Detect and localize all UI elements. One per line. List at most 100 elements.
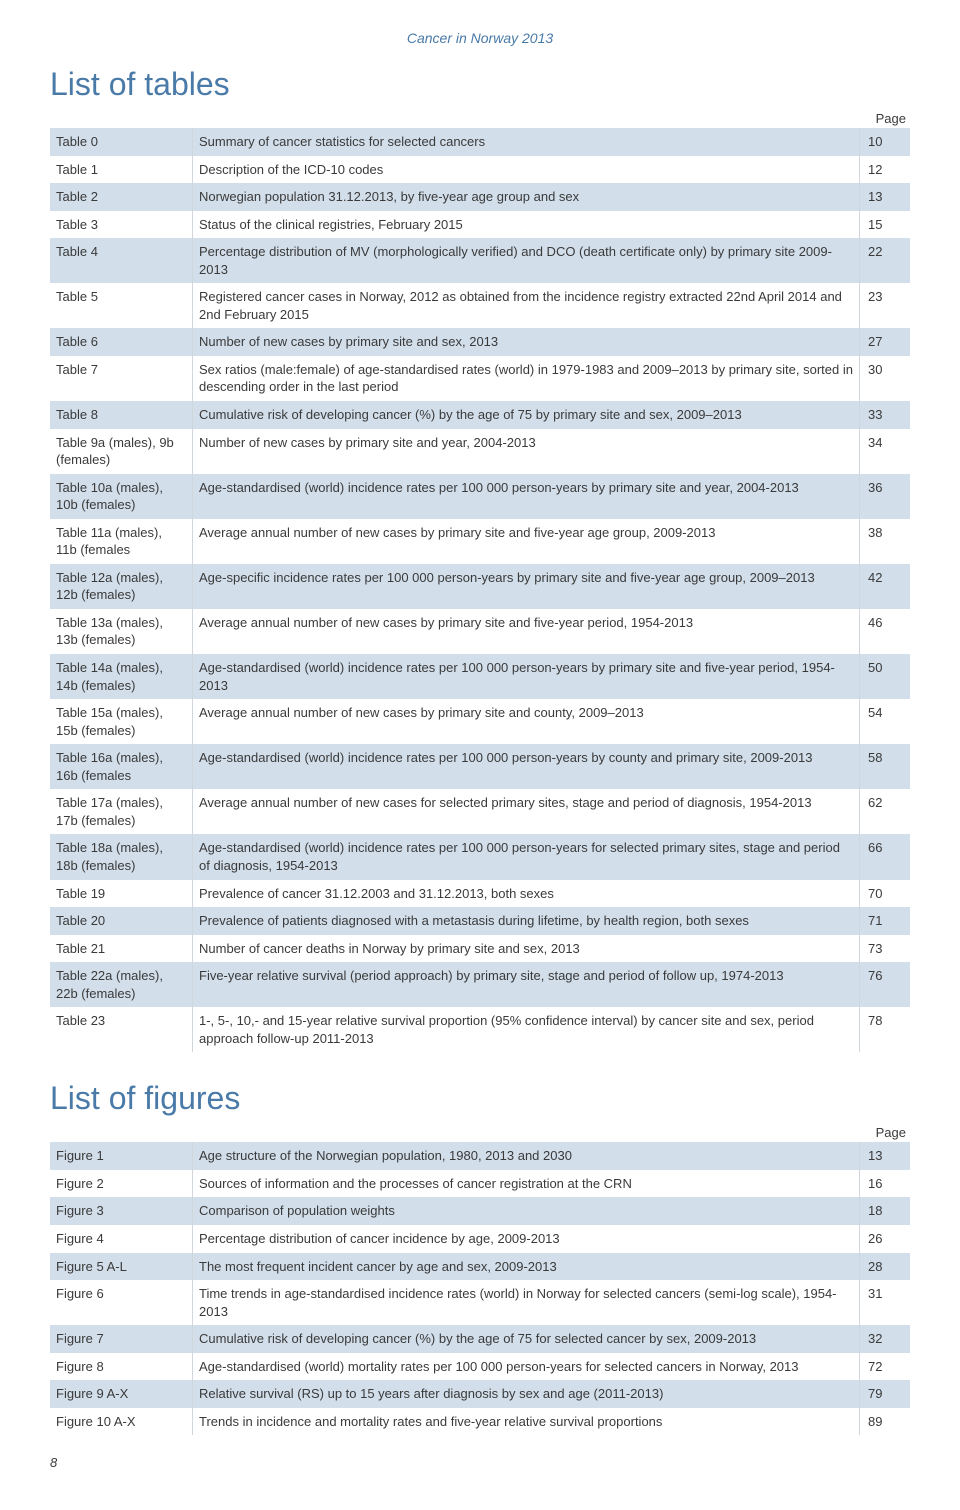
table-row: Figure 4Percentage distribution of cance…: [50, 1225, 910, 1253]
entry-description: Age-standardised (world) incidence rates…: [193, 654, 860, 699]
entry-page: 13: [860, 183, 911, 211]
entry-description: Average annual number of new cases by pr…: [193, 609, 860, 654]
entry-label: Figure 4: [50, 1225, 193, 1253]
entry-page: 71: [860, 907, 911, 935]
entry-page: 15: [860, 211, 911, 239]
entry-label: Table 6: [50, 328, 193, 356]
entry-description: Prevalence of cancer 31.12.2003 and 31.1…: [193, 880, 860, 908]
entry-description: Status of the clinical registries, Febru…: [193, 211, 860, 239]
entry-page: 28: [860, 1253, 911, 1281]
table-row: Table 1Description of the ICD-10 codes12: [50, 156, 910, 184]
entry-page: 89: [860, 1408, 911, 1436]
entry-description: Age-standardised (world) incidence rates…: [193, 744, 860, 789]
entry-description: Description of the ICD-10 codes: [193, 156, 860, 184]
table-row: Table 6 Number of new cases by primary s…: [50, 328, 910, 356]
entry-label: Table 18a (males), 18b (females): [50, 834, 193, 879]
entry-page: 31: [860, 1280, 911, 1325]
entry-label: Table 22a (males), 22b (females): [50, 962, 193, 1007]
table-row: Table 2Norwegian population 31.12.2013, …: [50, 183, 910, 211]
table-row: Figure 6Time trends in age-standardised …: [50, 1280, 910, 1325]
table-row: Figure 2Sources of information and the p…: [50, 1170, 910, 1198]
entry-page: 18: [860, 1197, 911, 1225]
entry-label: Table 1: [50, 156, 193, 184]
entry-page: 66: [860, 834, 911, 879]
table-row: Table 9a (males), 9b (females)Number of …: [50, 429, 910, 474]
entry-label: Figure 7: [50, 1325, 193, 1353]
entry-label: Table 8: [50, 401, 193, 429]
entry-description: Age-standardised (world) incidence rates…: [193, 834, 860, 879]
entry-page: 72: [860, 1353, 911, 1381]
entry-description: Sources of information and the processes…: [193, 1170, 860, 1198]
entry-label: Table 16a (males), 16b (females: [50, 744, 193, 789]
list-of-figures: Figure 1Age structure of the Norwegian p…: [50, 1142, 910, 1435]
entry-label: Table 11a (males), 11b (females: [50, 519, 193, 564]
entry-label: Table 15a (males), 15b (females): [50, 699, 193, 744]
table-row: Table 19Prevalence of cancer 31.12.2003 …: [50, 880, 910, 908]
entry-label: Figure 10 A-X: [50, 1408, 193, 1436]
entry-page: 34: [860, 429, 911, 474]
entry-label: Table 23: [50, 1007, 193, 1052]
entry-label: Table 19: [50, 880, 193, 908]
entry-description: Number of cancer deaths in Norway by pri…: [193, 935, 860, 963]
list-of-tables: Table 0Summary of cancer statistics for …: [50, 128, 910, 1052]
table-row: Table 11a (males), 11b (femalesAverage a…: [50, 519, 910, 564]
table-row: Table 8Cumulative risk of developing can…: [50, 401, 910, 429]
entry-label: Figure 1: [50, 1142, 193, 1170]
entry-description: Number of new cases by primary site and …: [193, 328, 860, 356]
entry-label: Figure 3: [50, 1197, 193, 1225]
entry-page: 78: [860, 1007, 911, 1052]
table-row: Figure 3Comparison of population weights…: [50, 1197, 910, 1225]
entry-label: Table 21: [50, 935, 193, 963]
entry-page: 58: [860, 744, 911, 789]
entry-description: Percentage distribution of cancer incide…: [193, 1225, 860, 1253]
entry-label: Figure 8: [50, 1353, 193, 1381]
entry-description: Five-year relative survival (period appr…: [193, 962, 860, 1007]
entry-description: The most frequent incident cancer by age…: [193, 1253, 860, 1281]
table-row: Figure 10 A-XTrends in incidence and mor…: [50, 1408, 910, 1436]
entry-page: 42: [860, 564, 911, 609]
entry-page: 50: [860, 654, 911, 699]
entry-page: 22: [860, 238, 911, 283]
table-row: Table 7Sex ratios (male:female) of age-s…: [50, 356, 910, 401]
entry-description: Registered cancer cases in Norway, 2012 …: [193, 283, 860, 328]
entry-description: Age-standardised (world) incidence rates…: [193, 474, 860, 519]
table-row: Table 16a (males), 16b (femalesAge-stand…: [50, 744, 910, 789]
entry-page: 73: [860, 935, 911, 963]
table-row: Figure 5 A-LThe most frequent incident c…: [50, 1253, 910, 1281]
entry-description: Age structure of the Norwegian populatio…: [193, 1142, 860, 1170]
entry-description: Age-standardised (world) mortality rates…: [193, 1353, 860, 1381]
entry-description: Average annual number of new cases by pr…: [193, 699, 860, 744]
table-row: Table 14a (males), 14b (females)Age-stan…: [50, 654, 910, 699]
entry-label: Table 10a (males), 10b (females): [50, 474, 193, 519]
table-row: Table 21Number of cancer deaths in Norwa…: [50, 935, 910, 963]
section-heading-tables: List of tables: [50, 66, 910, 103]
entry-label: Table 0: [50, 128, 193, 156]
table-row: Figure 7Cumulative risk of developing ca…: [50, 1325, 910, 1353]
entry-page: 33: [860, 401, 911, 429]
entry-page: 36: [860, 474, 911, 519]
entry-page: 16: [860, 1170, 911, 1198]
entry-page: 38: [860, 519, 911, 564]
entry-label: Table 5: [50, 283, 193, 328]
entry-page: 26: [860, 1225, 911, 1253]
entry-label: Table 7: [50, 356, 193, 401]
entry-page: 10: [860, 128, 911, 156]
entry-label: Table 20: [50, 907, 193, 935]
table-row: Table 22a (males), 22b (females)Five-yea…: [50, 962, 910, 1007]
entry-page: 27: [860, 328, 911, 356]
entry-page: 32: [860, 1325, 911, 1353]
entry-description: Relative survival (RS) up to 15 years af…: [193, 1380, 860, 1408]
entry-description: Average annual number of new cases by pr…: [193, 519, 860, 564]
entry-label: Table 17a (males), 17b (females): [50, 789, 193, 834]
page-column-label: Page: [50, 1125, 910, 1140]
entry-page: 62: [860, 789, 911, 834]
entry-page: 76: [860, 962, 911, 1007]
table-row: Table 3Status of the clinical registries…: [50, 211, 910, 239]
entry-page: 79: [860, 1380, 911, 1408]
entry-description: Number of new cases by primary site and …: [193, 429, 860, 474]
table-row: Figure 8Age-standardised (world) mortali…: [50, 1353, 910, 1381]
page-number: 8: [50, 1455, 910, 1470]
entry-description: Average annual number of new cases for s…: [193, 789, 860, 834]
table-row: Table 20Prevalence of patients diagnosed…: [50, 907, 910, 935]
entry-label: Table 12a (males), 12b (females): [50, 564, 193, 609]
